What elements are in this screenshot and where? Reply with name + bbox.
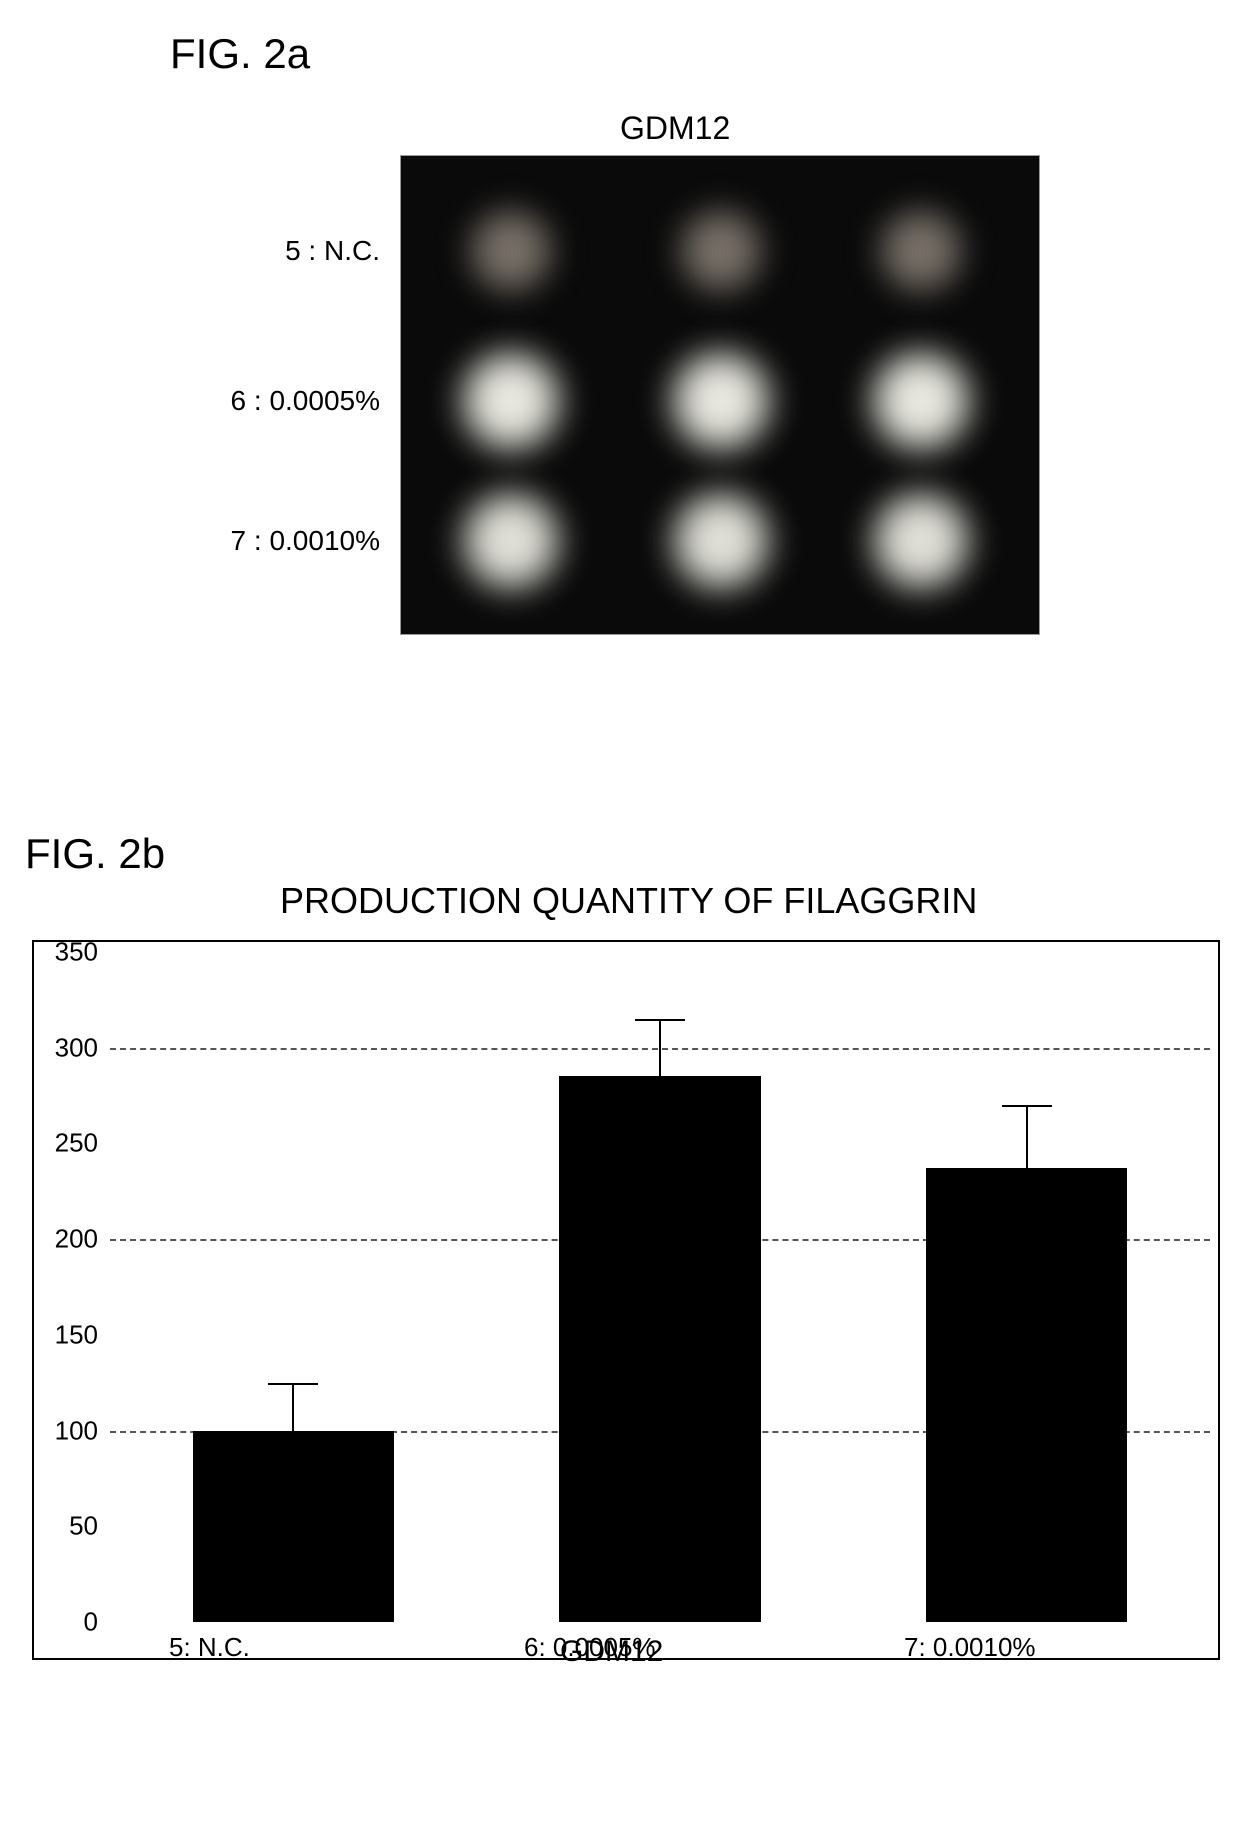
blot-spot [662, 482, 780, 600]
y-tick-label: 200 [38, 1224, 98, 1255]
blot-row-label-1: 5 : N.C. [180, 235, 380, 267]
bar [193, 1431, 395, 1622]
chart-title: PRODUCTION QUANTITY OF FILAGGRIN [280, 880, 977, 922]
error-bar [659, 1019, 661, 1076]
y-tick-label: 250 [38, 1128, 98, 1159]
blot-spot [862, 482, 980, 600]
blot-spot [452, 482, 570, 600]
error-bar [292, 1383, 294, 1431]
y-tick-label: 300 [38, 1032, 98, 1063]
blot-spot [871, 201, 971, 301]
y-tick-label: 50 [38, 1511, 98, 1542]
x-tick-label: 5: N.C. [169, 1632, 250, 1663]
chart-container: 0501001502002503003505: N.C.6: 0.0005%7:… [32, 940, 1220, 1660]
blot-spot [461, 201, 561, 301]
error-bar-cap [268, 1383, 318, 1385]
y-tick-label: 350 [38, 937, 98, 968]
blot-title: GDM12 [620, 110, 730, 147]
blot-spot [661, 341, 781, 461]
blot-spot [861, 341, 981, 461]
blot-image [400, 155, 1040, 635]
y-tick-label: 0 [38, 1607, 98, 1638]
error-bar-cap [1002, 1105, 1052, 1107]
blot-spot [451, 341, 571, 461]
error-bar [1026, 1105, 1028, 1168]
y-tick-label: 150 [38, 1319, 98, 1350]
blot-spot [671, 201, 771, 301]
figure-2b-label: FIG. 2b [25, 830, 165, 878]
bar [926, 1168, 1128, 1622]
x-tick-label: 7: 0.0010% [904, 1632, 1036, 1663]
figure-2a-label: FIG. 2a [170, 30, 310, 78]
bar [559, 1076, 761, 1622]
blot-row-label-2: 6 : 0.0005% [180, 385, 380, 417]
error-bar-cap [635, 1019, 685, 1021]
y-tick-label: 100 [38, 1415, 98, 1446]
x-axis-title: GDM12 [560, 1635, 663, 1669]
blot-row-label-3: 7 : 0.0010% [180, 525, 380, 557]
